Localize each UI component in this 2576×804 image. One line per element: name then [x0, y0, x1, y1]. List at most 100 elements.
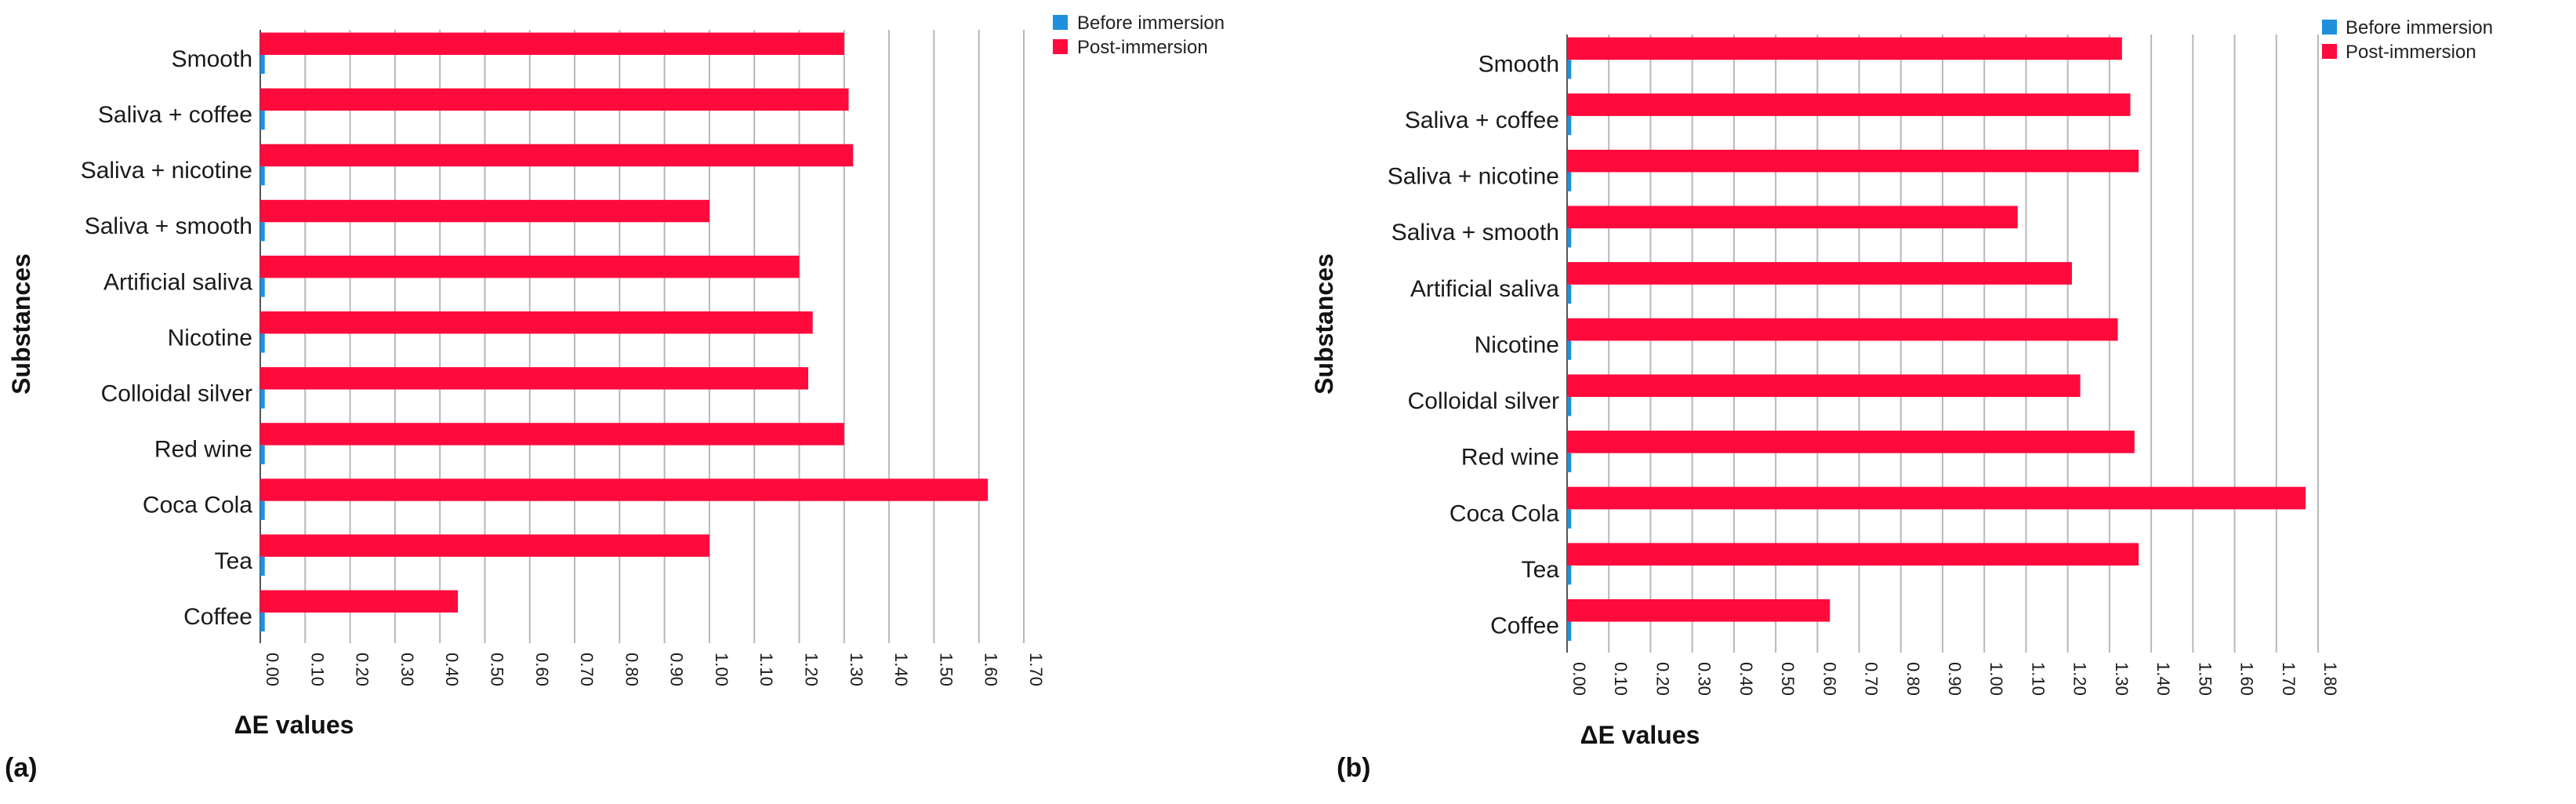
bar-before-immersion — [260, 556, 265, 576]
category-label: Colloidal silver — [101, 381, 252, 407]
x-tick-label: 0.80 — [1903, 662, 1923, 696]
legend-swatch-post — [1053, 39, 1068, 54]
x-tick-label: 0.20 — [1653, 662, 1672, 696]
bar-post-immersion — [260, 199, 709, 223]
bar-before-immersion — [1567, 172, 1572, 191]
x-tick-label: 0.80 — [622, 653, 641, 686]
category-label: Saliva + nicotine — [81, 158, 252, 184]
bar-before-immersion — [1567, 397, 1572, 417]
category-label: Smooth — [1478, 51, 1559, 77]
x-tick-label: 0.40 — [1736, 662, 1756, 696]
category-labels: Smooth Saliva + coffee Saliva + nicotine Sa… — [1388, 51, 1560, 638]
bar-post-immersion — [260, 590, 459, 613]
x-tick-label: 1.50 — [936, 653, 956, 686]
category-label: Tea — [1522, 557, 1560, 583]
bar-post-immersion — [260, 88, 849, 111]
bar-before-immersion — [1567, 621, 1572, 641]
bar-before-immersion — [1567, 509, 1572, 529]
bar-post-immersion — [260, 478, 989, 501]
bar-post-immersion — [1567, 93, 2131, 116]
legend-swatch-post — [2322, 44, 2337, 59]
x-tick-label: 0.70 — [577, 653, 597, 686]
category-labels: Smooth Saliva + coffee Saliva + nicotine Sa… — [81, 46, 253, 630]
x-tick-label: 1.40 — [891, 653, 911, 686]
legend: Before immersion Post-immersion — [1053, 13, 1225, 58]
bar-before-immersion — [1567, 565, 1572, 585]
x-tick-label: 1.30 — [847, 653, 866, 686]
x-tick-label: 0.50 — [487, 653, 506, 686]
panel-label: (b) — [1337, 753, 1370, 783]
x-tick-label: 1.40 — [2153, 662, 2173, 696]
bar-post-immersion — [1567, 543, 2139, 566]
x-tick-label: 1.10 — [2028, 662, 2048, 696]
bar-before-immersion — [260, 389, 265, 409]
category-label: Coca Cola — [143, 493, 252, 518]
x-axis-title: ΔE values — [1580, 721, 1700, 749]
x-tick-label: 1.50 — [2195, 662, 2215, 696]
x-tick-label: 0.40 — [442, 653, 462, 686]
bars — [1567, 37, 2306, 641]
x-tick-label: 0.10 — [307, 653, 327, 686]
x-tick-label: 1.70 — [1026, 653, 1046, 686]
bar-before-immersion — [260, 612, 265, 632]
x-tick-label: 0.30 — [1695, 662, 1714, 696]
legend: Before immersion Post-immersion — [2322, 17, 2493, 63]
x-tick-label: 1.20 — [2070, 662, 2090, 696]
x-tick-label: 0.90 — [667, 653, 687, 686]
bar-post-immersion — [260, 367, 808, 390]
category-label: Nicotine — [168, 325, 252, 351]
category-label: Artificial saliva — [103, 269, 252, 295]
bar-post-immersion — [1567, 262, 2072, 285]
legend-swatch-before — [2322, 20, 2337, 35]
bar-before-immersion — [260, 222, 265, 242]
x-tick-label: 1.70 — [2279, 662, 2298, 696]
category-label: Saliva + coffee — [1405, 107, 1559, 133]
category-label: Coca Cola — [1449, 500, 1559, 526]
bar-before-immersion — [1567, 115, 1572, 136]
legend-swatch-before — [1053, 15, 1068, 30]
category-label: Coffee — [183, 604, 252, 630]
x-tick-label: 0.00 — [263, 653, 282, 686]
category-label: Smooth — [172, 46, 252, 72]
x-tick-label: 1.30 — [2112, 662, 2132, 696]
x-tick-label: 0.60 — [532, 653, 552, 686]
x-tick-labels: 0.00 0.10 0.20 0.30 0.40 0.50 0.60 0.70 0.80 0.90… — [263, 653, 1046, 686]
x-tick-label: 1.00 — [1986, 662, 2006, 696]
bar-before-immersion — [260, 278, 265, 297]
bar-post-immersion — [1567, 318, 2118, 341]
chart-panel-b: Smooth Saliva + coffee Saliva + nicotine Sa… — [1310, 17, 2493, 783]
category-label: Colloidal silver — [1408, 388, 1559, 414]
bar-post-immersion — [1567, 431, 2135, 453]
bar-before-immersion — [1567, 60, 1572, 79]
category-label: Nicotine — [1475, 332, 1559, 358]
category-label: Saliva + smooth — [85, 213, 252, 239]
bar-post-immersion — [260, 255, 800, 278]
x-tick-label: 0.10 — [1611, 662, 1631, 696]
bar-before-immersion — [260, 111, 265, 130]
x-tick-label: 1.10 — [756, 653, 776, 686]
x-tick-labels: 0.00 0.10 0.20 0.30 0.40 0.50 0.60 0.70 0.80 0.90… — [1569, 662, 2340, 696]
bar-before-immersion — [1567, 340, 1572, 360]
category-label: Tea — [215, 548, 253, 574]
y-axis-title: Substances — [1310, 253, 1338, 395]
x-tick-label: 0.50 — [1778, 662, 1798, 696]
legend-label-before: Before immersion — [1077, 13, 1225, 34]
bar-before-immersion — [1567, 453, 1572, 473]
bar-post-immersion — [260, 423, 844, 446]
bar-before-immersion — [260, 166, 265, 186]
x-tick-label: 1.80 — [2320, 662, 2340, 696]
category-label: Saliva + smooth — [1391, 220, 1559, 246]
chart-panel-a: Smooth Saliva + coffee Saliva + nicotine Sa… — [5, 13, 1225, 783]
x-tick-label: 1.60 — [2237, 662, 2257, 696]
x-tick-label: 1.20 — [802, 653, 822, 686]
x-axis-title: ΔE values — [234, 711, 354, 739]
bar-post-immersion — [1567, 374, 2081, 398]
bar-before-immersion — [260, 445, 265, 464]
bar-post-immersion — [1567, 37, 2122, 60]
bar-post-immersion — [260, 534, 709, 557]
x-tick-label: 1.00 — [712, 653, 731, 686]
panel-label: (a) — [5, 753, 38, 783]
bar-before-immersion — [260, 333, 265, 353]
x-tick-label: 0.70 — [1862, 662, 1881, 696]
